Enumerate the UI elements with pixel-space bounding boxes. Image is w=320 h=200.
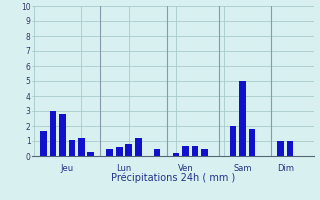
Text: Sam: Sam bbox=[233, 164, 252, 173]
Bar bbox=[107, 148, 113, 156]
Bar bbox=[154, 148, 160, 156]
Bar bbox=[68, 140, 75, 156]
Bar bbox=[116, 147, 123, 156]
Bar bbox=[182, 146, 189, 156]
Bar bbox=[135, 138, 141, 156]
Text: Jeu: Jeu bbox=[60, 164, 74, 173]
Bar bbox=[59, 114, 66, 156]
Text: Lun: Lun bbox=[116, 164, 132, 173]
Bar bbox=[287, 141, 293, 156]
Bar bbox=[40, 130, 47, 156]
X-axis label: Précipitations 24h ( mm ): Précipitations 24h ( mm ) bbox=[111, 173, 235, 183]
Bar bbox=[173, 153, 180, 156]
Bar bbox=[277, 141, 284, 156]
Text: Dim: Dim bbox=[277, 164, 294, 173]
Bar bbox=[192, 146, 198, 156]
Bar bbox=[249, 129, 255, 156]
Bar bbox=[78, 138, 84, 156]
Bar bbox=[239, 81, 246, 156]
Bar bbox=[125, 144, 132, 156]
Bar bbox=[87, 152, 94, 156]
Bar bbox=[230, 126, 236, 156]
Bar bbox=[201, 148, 208, 156]
Text: Ven: Ven bbox=[178, 164, 194, 173]
Bar bbox=[50, 111, 56, 156]
